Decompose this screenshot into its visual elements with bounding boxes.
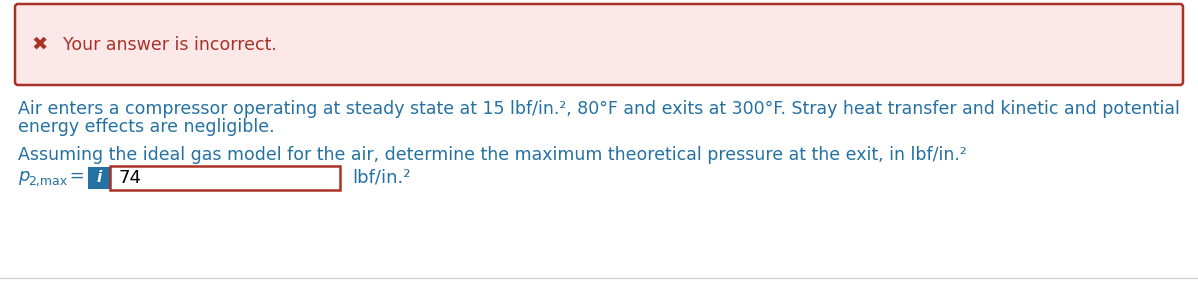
Text: 2,max: 2,max — [28, 175, 67, 188]
Text: =: = — [63, 167, 85, 185]
Text: ✖: ✖ — [32, 35, 48, 54]
FancyBboxPatch shape — [110, 166, 340, 190]
FancyBboxPatch shape — [16, 4, 1182, 85]
FancyBboxPatch shape — [87, 167, 110, 189]
Text: i: i — [96, 171, 102, 186]
Text: Your answer is incorrect.: Your answer is incorrect. — [63, 36, 277, 54]
Text: 74: 74 — [117, 169, 141, 187]
Text: lbf/in.²: lbf/in.² — [352, 169, 411, 187]
Text: Assuming the ideal gas model for the air, determine the maximum theoretical pres: Assuming the ideal gas model for the air… — [18, 146, 967, 164]
Text: Air enters a compressor operating at steady state at 15 lbf/in.², 80°F and exits: Air enters a compressor operating at ste… — [18, 100, 1180, 118]
Text: p: p — [18, 167, 30, 185]
Text: energy effects are negligible.: energy effects are negligible. — [18, 118, 274, 136]
